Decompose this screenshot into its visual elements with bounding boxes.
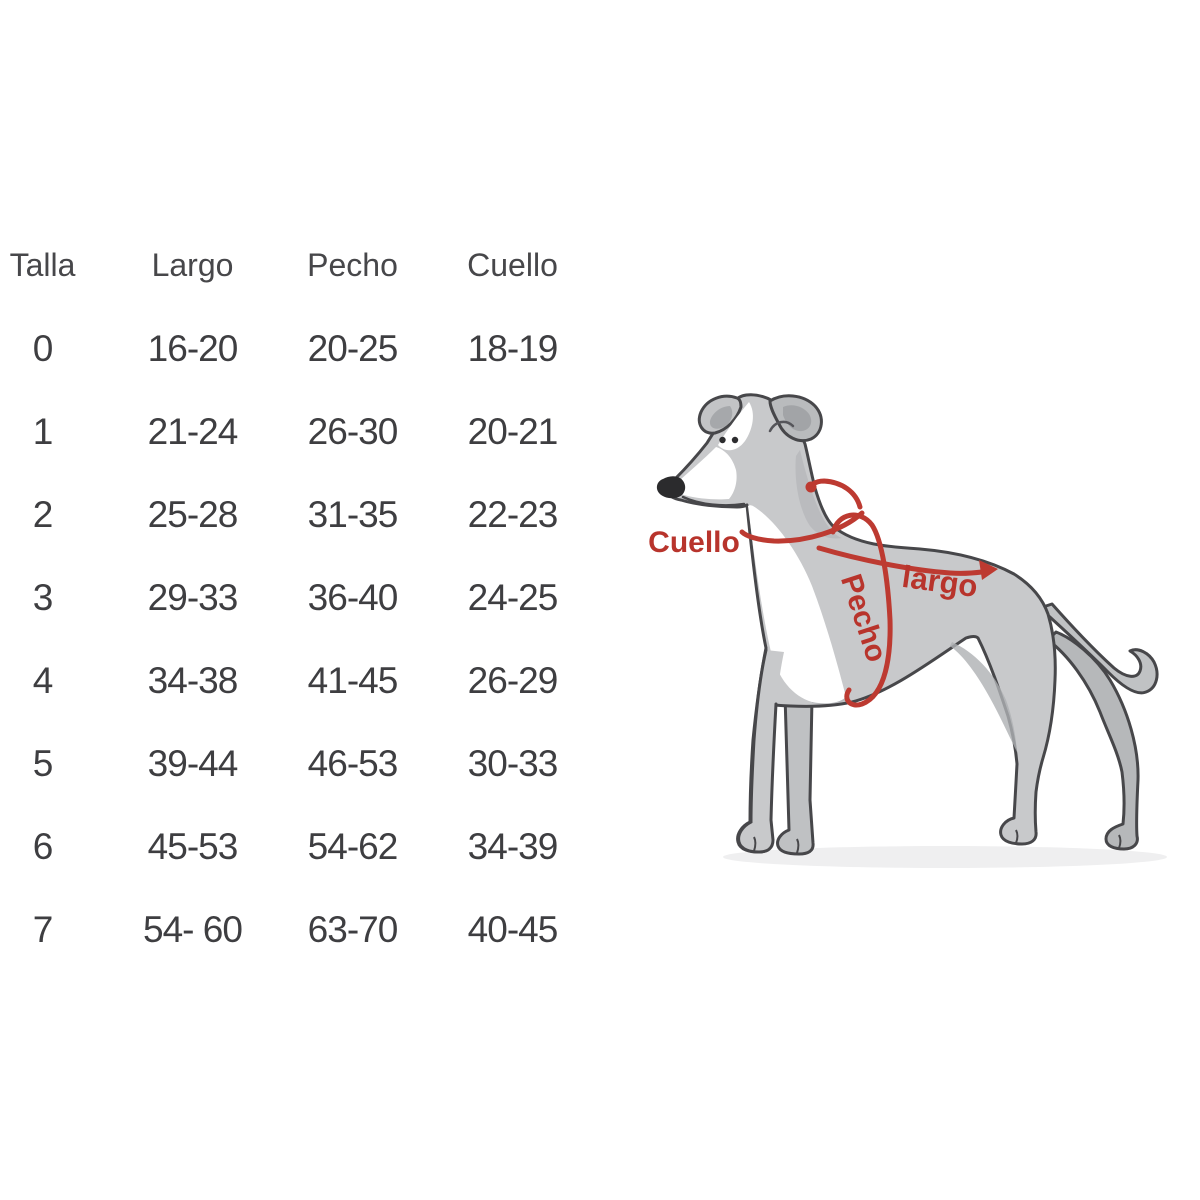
neck-label: Cuello xyxy=(648,526,740,559)
cell-pecho: 26-30 xyxy=(307,410,399,452)
dog-toe-line xyxy=(1015,829,1019,844)
dog-tail xyxy=(1038,602,1159,695)
dog-mouth-line xyxy=(681,495,746,507)
column-header-largo: Largo xyxy=(151,247,234,283)
dog-far-front-leg xyxy=(776,693,815,856)
cell-pecho: 41-45 xyxy=(307,659,399,701)
neck-measure-band-top xyxy=(810,478,863,510)
cell-talla: 3 xyxy=(32,576,54,618)
table-row: 4 34-38 41-45 26-29 xyxy=(0,639,620,722)
cell-largo: 16-20 xyxy=(147,327,239,369)
dog-eye xyxy=(731,436,739,444)
neck-measure-dot xyxy=(805,481,817,493)
dog-brow-line xyxy=(768,420,795,433)
neck-measure-band xyxy=(739,510,865,544)
dog-eye xyxy=(719,436,726,444)
dog-muzzle-white xyxy=(676,447,737,500)
cell-cuello: 24-25 xyxy=(467,576,559,618)
cell-talla: 5 xyxy=(32,742,54,784)
table-row: 3 29-33 36-40 24-25 xyxy=(0,556,620,639)
cell-talla: 1 xyxy=(32,410,54,452)
cell-cuello: 20-21 xyxy=(467,410,559,452)
cell-talla: 7 xyxy=(32,908,54,950)
cell-pecho: 20-25 xyxy=(307,327,399,369)
cell-largo: 39-44 xyxy=(147,742,239,784)
cell-largo: 45-53 xyxy=(147,825,239,867)
dog-nose xyxy=(656,476,686,499)
cell-cuello: 22-23 xyxy=(467,493,559,535)
cell-largo: 25-28 xyxy=(147,493,239,535)
table-header-row: Talla Largo Pecho Cuello xyxy=(0,224,620,307)
dog-toe-line xyxy=(753,836,757,852)
cell-talla: 6 xyxy=(32,825,54,867)
table-row: 0 16-20 20-25 18-19 xyxy=(0,307,620,390)
cell-pecho: 46-53 xyxy=(307,742,399,784)
cell-talla: 2 xyxy=(32,493,54,535)
table-row: 6 45-53 54-62 34-39 xyxy=(0,805,620,888)
cell-cuello: 30-33 xyxy=(467,742,559,784)
cell-cuello: 40-45 xyxy=(467,908,559,950)
cell-talla: 0 xyxy=(32,327,54,369)
dog-far-hind-leg xyxy=(1046,630,1140,851)
table-row: 2 25-28 31-35 22-23 xyxy=(0,473,620,556)
dog-illustration: Cuello Pecho largo xyxy=(648,393,1167,868)
cell-pecho: 36-40 xyxy=(307,576,399,618)
dog-thigh-shading xyxy=(950,642,1017,752)
size-table: Talla Largo Pecho Cuello 0 16-20 20-25 1… xyxy=(0,224,620,971)
dog-toe-line xyxy=(796,838,800,854)
cell-pecho: 63-70 xyxy=(307,908,399,950)
dog-toe-line xyxy=(1118,834,1122,849)
column-header-pecho: Pecho xyxy=(307,247,398,283)
cell-largo: 29-33 xyxy=(147,576,239,618)
cell-largo: 34-38 xyxy=(147,659,239,701)
cell-cuello: 34-39 xyxy=(467,825,559,867)
cell-largo: 21-24 xyxy=(147,410,239,452)
dog-neck-shading xyxy=(795,450,842,539)
cell-talla: 4 xyxy=(32,659,54,701)
dog-forehead-blaze xyxy=(718,402,753,451)
dog-measurement-diagram: Cuello Pecho largo xyxy=(630,375,1200,875)
table-row: 1 21-24 26-30 20-21 xyxy=(0,390,620,473)
chest-measure-line xyxy=(830,512,893,708)
length-measure-arrow-line xyxy=(816,545,985,576)
column-header-cuello: Cuello xyxy=(467,247,558,283)
length-measure-arrowhead xyxy=(979,560,998,580)
column-header-talla: Talla xyxy=(9,247,76,283)
cell-pecho: 31-35 xyxy=(307,493,399,535)
ground-shadow xyxy=(723,846,1167,868)
table-row: 5 39-44 46-53 30-33 xyxy=(0,722,620,805)
cell-pecho: 54-62 xyxy=(307,825,399,867)
table-row: 7 54- 60 63-70 40-45 xyxy=(0,888,620,971)
dog-near-ear-inner xyxy=(709,406,733,429)
cell-cuello: 26-29 xyxy=(467,659,559,701)
dog-near-front-leg xyxy=(738,650,784,852)
dog-near-front-leg-outline xyxy=(737,648,778,854)
cell-largo: 54- 60 xyxy=(143,908,243,950)
cell-cuello: 18-19 xyxy=(467,327,559,369)
